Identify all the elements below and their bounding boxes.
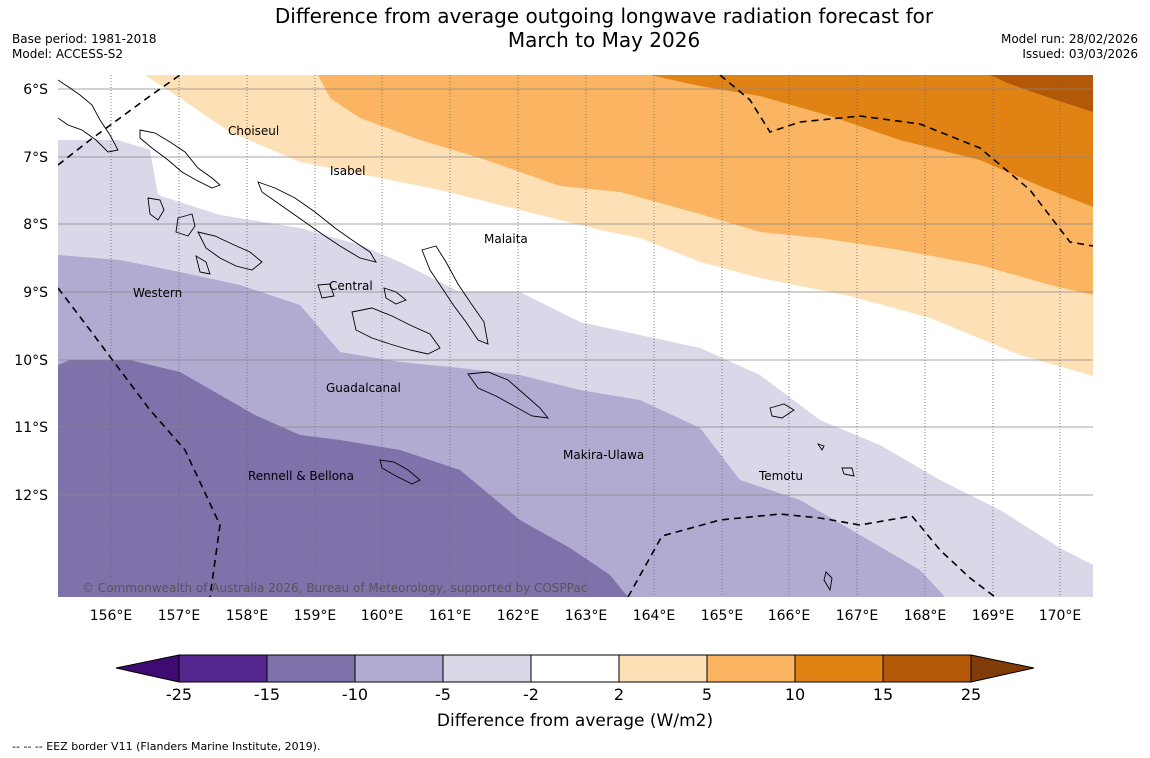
colorbar: -25 -15 -10 -5 -2 2 5 10 15 25 Differenc…	[115, 654, 1035, 731]
colorbar-bin-2	[267, 655, 355, 682]
island-makira	[467, 371, 550, 419]
band-minus10-to-minus15	[58, 360, 628, 597]
meta-right: Model run: 28/02/2026 Issued: 03/03/2026	[1001, 32, 1138, 62]
colorbar-extend-high	[970, 654, 1035, 683]
lon-label-157e: 157°E	[158, 608, 201, 624]
island-santa-cruz	[769, 403, 795, 419]
label-temotu: Temotu	[758, 469, 803, 483]
lat-label-12s: 12°S	[14, 488, 48, 504]
colorbar-tick-4: -2	[523, 685, 539, 704]
model-run: Model run: 28/02/2026	[1000, 32, 1138, 46]
eez-legend-note: -- -- -- EEZ border V11 (Flanders Marine…	[12, 740, 320, 753]
colorbar-title: Difference from average (W/m2)	[437, 711, 713, 731]
colorbar-tick-9: 25	[961, 685, 981, 704]
lon-label-166e: 166°E	[768, 608, 811, 624]
colorbar-bin-8	[795, 655, 883, 682]
model-name: Model: ACCESS-S2	[12, 47, 124, 61]
colorbar-tick-0: -25	[166, 685, 192, 704]
coastlines	[58, 79, 855, 592]
island-malaita	[421, 245, 489, 345]
colorbar-tick-6: 5	[702, 685, 712, 704]
island-isabel	[257, 181, 377, 263]
colorbar-extend-low	[115, 654, 180, 683]
graticule	[58, 88, 1093, 496]
label-guadalcanal: Guadalcanal	[326, 381, 401, 395]
colorbar-bin-7	[707, 655, 795, 682]
label-isabel: Isabel	[330, 164, 365, 178]
colorbar-tick-7: 10	[785, 685, 805, 704]
island-vella-lavella	[147, 197, 165, 221]
lon-label-159e: 159°E	[294, 608, 337, 624]
title-line-2: March to May 2026	[507, 28, 701, 52]
lon-label-158e: 158°E	[226, 608, 269, 624]
label-rennell-bellona: Rennell & Bellona	[248, 469, 354, 483]
colorbar-bin-3	[355, 655, 443, 682]
lon-axis: 156°E 157°E 158°E 159°E 160°E 161°E 162°…	[90, 608, 1082, 624]
colorbar-bin-1	[179, 655, 267, 682]
island-rendova	[195, 255, 211, 275]
colorbar-tick-8: 15	[873, 685, 893, 704]
meta-left: Base period: 1981-2018 Model: ACCESS-S2	[12, 32, 157, 62]
island-guadalcanal	[351, 307, 441, 355]
lat-label-6s: 6°S	[23, 82, 48, 98]
issued-date: Issued: 03/03/2026	[1022, 47, 1138, 61]
meridians	[110, 75, 1061, 597]
lon-label-168e: 168°E	[904, 608, 947, 624]
colorbar-bin-6	[619, 655, 707, 682]
base-period: Base period: 1981-2018	[12, 32, 157, 46]
copyright-notice: © Commonwealth of Australia 2026, Bureau…	[82, 581, 587, 595]
title-line-1: Difference from average outgoing longwav…	[274, 4, 934, 28]
label-central: Central	[329, 279, 373, 293]
lat-axis: 6°S 7°S 8°S 9°S 10°S 11°S 12°S	[14, 82, 48, 504]
band-15-to-25	[990, 75, 1093, 112]
colorbar-bin-4	[443, 655, 531, 682]
label-malaita: Malaita	[484, 232, 528, 246]
lat-label-8s: 8°S	[23, 217, 48, 233]
colorbar-bin-9	[883, 655, 971, 682]
lat-label-9s: 9°S	[23, 285, 48, 301]
lat-label-10s: 10°S	[14, 353, 48, 369]
lon-label-156e: 156°E	[90, 608, 133, 624]
eez-border	[58, 75, 1093, 597]
lon-label-169e: 169°E	[972, 608, 1015, 624]
lon-label-167e: 167°E	[836, 608, 879, 624]
island-rennell	[379, 459, 421, 485]
lon-label-164e: 164°E	[633, 608, 676, 624]
lon-label-162e: 162°E	[497, 608, 540, 624]
lon-label-161e: 161°E	[429, 608, 472, 624]
label-choiseul: Choiseul	[228, 124, 279, 138]
lat-label-11s: 11°S	[14, 420, 48, 436]
island-new-georgia	[175, 213, 263, 271]
colorbar-tick-1: -15	[254, 685, 280, 704]
chart-title: Difference from average outgoing longwav…	[0, 4, 1150, 52]
lon-label-163e: 163°E	[565, 608, 608, 624]
colorbar-tick-3: -5	[435, 685, 451, 704]
colorbar-tick-5: 2	[614, 685, 624, 704]
label-western: Western	[133, 286, 182, 300]
island-florida	[317, 283, 407, 305]
colorbar-bin-5	[531, 655, 619, 682]
band-10-to-15	[650, 75, 1093, 207]
lon-label-165e: 165°E	[701, 608, 744, 624]
map-area: Choiseul Isabel Malaita Western Central …	[58, 75, 1093, 597]
lon-label-160e: 160°E	[361, 608, 404, 624]
lon-label-170e: 170°E	[1039, 608, 1082, 624]
island-bougainville	[58, 79, 119, 153]
label-makira-ulawa: Makira-Ulawa	[563, 448, 644, 462]
island-temotu-small	[816, 443, 855, 592]
lat-label-7s: 7°S	[23, 150, 48, 166]
island-choiseul	[139, 129, 221, 189]
colorbar-tick-2: -10	[342, 685, 368, 704]
